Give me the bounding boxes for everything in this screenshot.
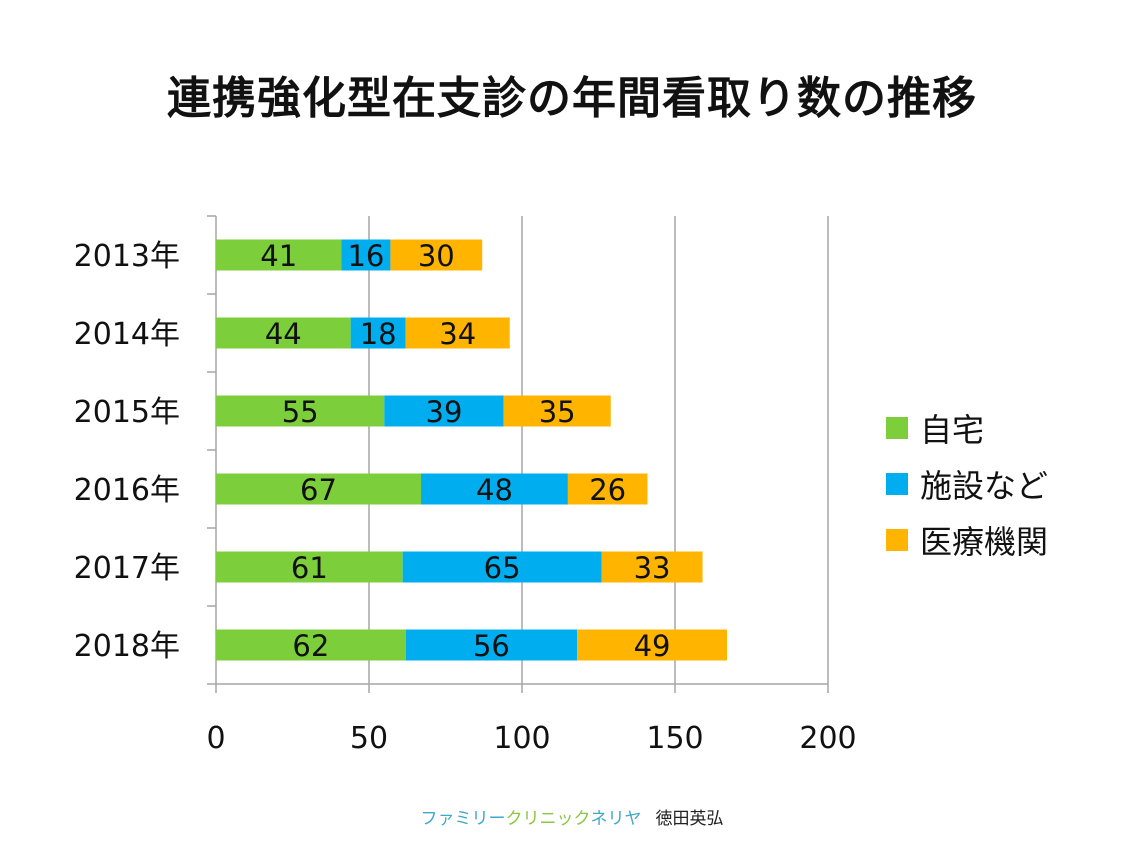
legend-label: 施設など (920, 467, 1049, 505)
x-tick-label: 50 (350, 721, 388, 756)
data-label: 30 (418, 239, 455, 273)
data-label: 35 (539, 395, 576, 429)
data-label: 62 (292, 629, 329, 663)
y-tick-label: 2018年 (74, 629, 180, 664)
bar-segment (216, 317, 351, 349)
bar-segment (216, 551, 403, 583)
y-tick-label: 2013年 (74, 239, 180, 274)
footer: ファミリークリニックネリヤ 徳田英弘 (0, 804, 1144, 829)
data-label: 48 (476, 473, 513, 507)
footer-author: 徳田英弘 (655, 809, 724, 829)
data-label: 55 (282, 395, 319, 429)
legend-item: 医療機関 (886, 512, 1048, 568)
bar-segment (402, 551, 602, 583)
data-label: 44 (265, 317, 302, 351)
legend-item: 自宅 (886, 400, 1048, 456)
footer-clinic-name: ファミリー (420, 809, 506, 829)
bar-segment (216, 473, 422, 505)
chart-title: 連携強化型在支診の年間看取り数の推移 (167, 73, 977, 124)
bar-segment (341, 239, 391, 271)
y-tick-label: 2016年 (74, 473, 180, 508)
bar-segment (503, 395, 611, 427)
y-tick-label: 2015年 (74, 395, 180, 430)
data-label: 39 (426, 395, 463, 429)
data-label: 16 (347, 239, 384, 273)
legend-label: 自宅 (920, 411, 985, 449)
x-tick-label: 200 (799, 721, 856, 756)
bar-segment (577, 629, 728, 661)
y-tick-label: 2017年 (74, 551, 180, 586)
x-tick-label: 150 (646, 721, 703, 756)
legend: 自宅施設など医療機関 (886, 400, 1048, 568)
bar-segment (405, 317, 510, 349)
data-label: 49 (634, 629, 671, 663)
legend-swatch (886, 529, 908, 551)
bar-segment (384, 395, 504, 427)
data-label: 67 (300, 473, 337, 507)
data-label: 33 (634, 551, 671, 585)
y-tick-label: 2014年 (74, 317, 180, 352)
data-label: 18 (360, 317, 397, 351)
x-tick-label: 0 (206, 721, 225, 756)
legend-label: 医療機関 (920, 523, 1049, 561)
data-label: 65 (484, 551, 521, 585)
bar-segment (216, 629, 406, 661)
bar-segment (216, 395, 385, 427)
bar-segment (421, 473, 568, 505)
data-label: 41 (260, 239, 297, 273)
data-label: 61 (291, 551, 328, 585)
bar-segment (567, 473, 648, 505)
data-label: 34 (439, 317, 476, 351)
bar-segment (405, 629, 578, 661)
footer-clinic-name: クリニック (505, 809, 591, 829)
data-label: 26 (589, 473, 626, 507)
legend-swatch (886, 473, 908, 495)
legend-item: 施設など (886, 456, 1048, 512)
bar-segment (216, 239, 342, 271)
footer-clinic-name: ネリヤ (590, 809, 642, 829)
bar-segment (350, 317, 406, 349)
legend-swatch (886, 417, 908, 439)
bar-segment (601, 551, 703, 583)
x-tick-label: 100 (493, 721, 550, 756)
data-label: 56 (473, 629, 510, 663)
bar-segment (390, 239, 483, 271)
